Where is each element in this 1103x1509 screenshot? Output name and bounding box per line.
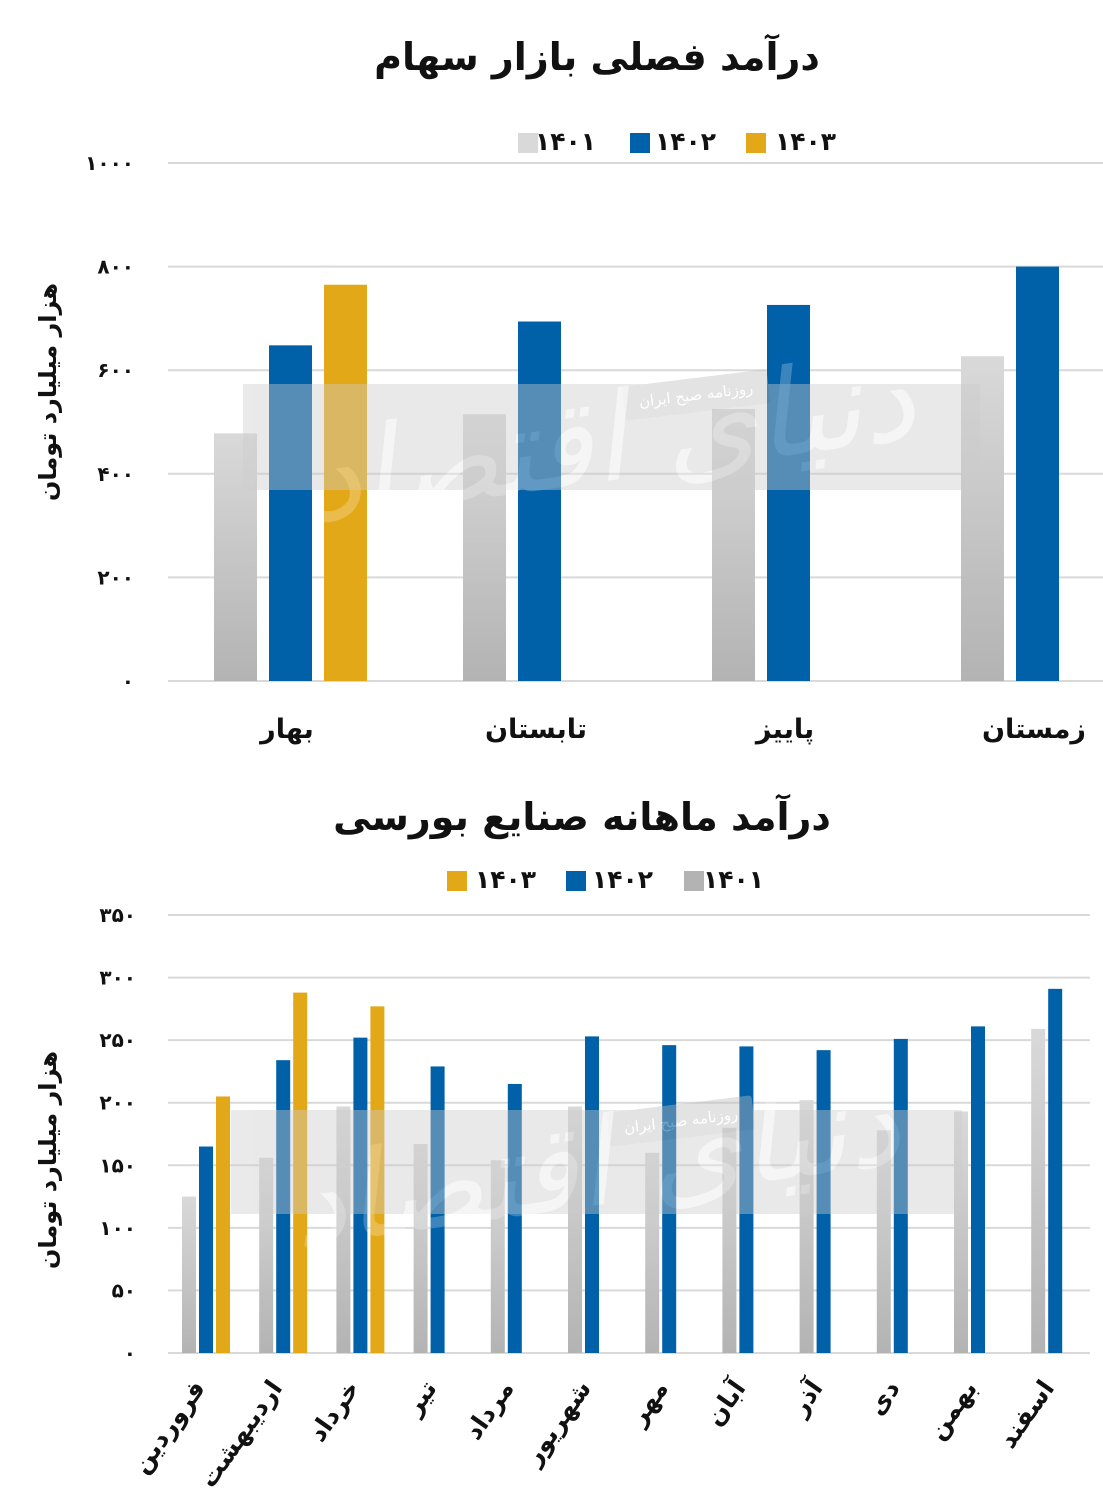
chart2-bars bbox=[182, 988, 1063, 1353]
chart2-y-tick-label: ۰ bbox=[124, 1341, 136, 1365]
chart2-category-label: مهر bbox=[622, 1375, 675, 1433]
watermark-band-bottom bbox=[231, 1110, 962, 1214]
chart2-legend-label-1403: ۱۴۰۳ bbox=[475, 865, 536, 894]
chart1-legend: ۱۴۰۱ ۱۴۰۲ ۱۴۰۳ bbox=[518, 127, 836, 156]
chart2-bar-1402 bbox=[1048, 988, 1063, 1353]
chart1-y-tick-label: ۰ bbox=[122, 669, 134, 693]
chart1-y-tick-label: ۴۰۰ bbox=[97, 462, 134, 486]
chart2-category-label: بهمن bbox=[922, 1375, 984, 1446]
chart1-bar-1402 bbox=[767, 304, 810, 681]
chart2-category-label: شهریور bbox=[517, 1375, 598, 1473]
chart2-category-label: خرداد bbox=[303, 1375, 366, 1448]
watermark-stamp-top bbox=[621, 369, 771, 421]
chart1-legend-label-1403: ۱۴۰۳ bbox=[775, 127, 836, 156]
chart2-bar-1402 bbox=[276, 1060, 291, 1353]
chart1-legend-label-1402: ۱۴۰۲ bbox=[655, 127, 716, 156]
chart1-bar-1402 bbox=[518, 321, 561, 681]
chart1-y-ticks: ۰ ۲۰۰ ۴۰۰ ۶۰۰ ۸۰۰ ۱۰۰۰ bbox=[85, 151, 134, 693]
chart2-bar-1401 bbox=[490, 1160, 505, 1353]
chart1-bar-1402 bbox=[1016, 266, 1059, 681]
chart1-bar-1401 bbox=[463, 414, 506, 681]
chart2-bar-1402 bbox=[971, 1026, 985, 1353]
chart2-legend-swatch-1403 bbox=[447, 871, 467, 891]
chart1-y-tick-label: ۸۰۰ bbox=[97, 255, 134, 279]
chart2-bar-1402 bbox=[893, 1038, 908, 1353]
chart2-bar-1403 bbox=[293, 992, 308, 1353]
chart2-bar-1401 bbox=[182, 1196, 196, 1353]
chart2-bar-1402 bbox=[353, 1037, 368, 1353]
chart2-bar-1402 bbox=[816, 1050, 831, 1353]
chart2-bar-1402 bbox=[585, 1036, 599, 1353]
chart2-bar-1401 bbox=[336, 1106, 351, 1353]
chart2-bar-1402 bbox=[662, 1045, 677, 1353]
chart2-bar-1401 bbox=[259, 1157, 274, 1353]
chart2-bar-1403 bbox=[370, 1006, 385, 1353]
chart2-bar-1401 bbox=[645, 1152, 660, 1353]
chart2-bar-1401 bbox=[799, 1100, 814, 1353]
chart2-legend-label-1401: ۱۴۰۱ bbox=[703, 865, 764, 894]
chart1-y-tick-label: ۱۰۰۰ bbox=[85, 151, 134, 175]
chart1-bar-1401 bbox=[214, 433, 257, 681]
chart2-category-label: فروردین bbox=[126, 1375, 212, 1480]
chart2-bar-1402 bbox=[507, 1083, 522, 1353]
watermark-stamp-bottom bbox=[606, 1095, 756, 1147]
chart1-bar-1401 bbox=[961, 356, 1004, 681]
chart1-category-label: تابستان bbox=[485, 714, 587, 745]
chart1-legend-label-1401: ۱۴۰۱ bbox=[535, 127, 596, 156]
chart1-x-categories: بهار تابستان پاییز زمستان bbox=[258, 714, 1086, 745]
chart1-bar-1402 bbox=[269, 345, 312, 681]
chart2-legend-label-1402: ۱۴۰۲ bbox=[592, 865, 653, 894]
chart1-bar-1403 bbox=[324, 284, 367, 681]
chart1-category-label: پاییز bbox=[754, 714, 814, 745]
chart2-bar-1401 bbox=[413, 1144, 428, 1353]
chart2-bar-1402 bbox=[430, 1066, 445, 1353]
chart2-category-label: آذر bbox=[782, 1373, 829, 1422]
chart2-category-label: تیر bbox=[397, 1375, 443, 1423]
chart2-category-label: اسفند bbox=[993, 1375, 1060, 1454]
chart2-category-label: آبان bbox=[699, 1373, 752, 1431]
chart1-bar-1401 bbox=[712, 409, 755, 681]
chart1-title: درآمد فصلی بازار سهام bbox=[374, 33, 820, 80]
chart2-category-label: مرداد bbox=[459, 1375, 521, 1446]
chart1-y-tick-label: ۶۰۰ bbox=[97, 358, 134, 382]
chart2-bar-1403 bbox=[216, 1096, 230, 1353]
chart2-bar-1401 bbox=[954, 1111, 968, 1353]
chart2-bar-1401 bbox=[568, 1106, 582, 1353]
chart1-category-label: زمستان bbox=[982, 714, 1086, 745]
watermark-band-top bbox=[243, 384, 980, 490]
chart1-legend-swatch-1401 bbox=[518, 133, 538, 153]
chart1-category-label: بهار bbox=[258, 714, 314, 745]
chart2-legend: ۱۴۰۳ ۱۴۰۲ ۱۴۰۱ bbox=[447, 865, 764, 894]
chart2-y-axis-label: هزار میلیارد تومان bbox=[34, 1051, 62, 1269]
chart2-legend-swatch-1402 bbox=[566, 871, 586, 891]
chart2-bar-1401 bbox=[722, 1127, 737, 1353]
chart1-bars bbox=[214, 266, 1059, 681]
chart2-title: درآمد ماهانه صنایع بورسی bbox=[333, 793, 831, 839]
chart2-legend-swatch-1401 bbox=[684, 871, 704, 891]
chart2-y-tick-label: ۲۰۰ bbox=[99, 1091, 136, 1115]
chart2-gridlines bbox=[168, 914, 1090, 1354]
chart1-legend-swatch-1402 bbox=[630, 133, 650, 153]
chart2-y-tick-label: ۱۰۰ bbox=[99, 1216, 136, 1240]
chart2-bar-1402 bbox=[739, 1046, 754, 1353]
chart2-y-tick-label: ۲۵۰ bbox=[99, 1028, 136, 1052]
chart2-y-tick-label: ۱۵۰ bbox=[99, 1153, 136, 1177]
chart2-bar-1402 bbox=[199, 1146, 213, 1353]
chart2-y-tick-label: ۵۰ bbox=[112, 1278, 136, 1302]
chart1-y-tick-label: ۲۰۰ bbox=[97, 565, 134, 589]
chart2-y-tick-label: ۳۵۰ bbox=[99, 903, 136, 927]
watermark-logo-top: دنیای اقتصاد bbox=[297, 328, 924, 551]
chart1-y-axis-label: هزار میلیارد تومان bbox=[34, 283, 62, 501]
chart1-legend-swatch-1403 bbox=[746, 133, 766, 153]
chart1-gridlines bbox=[168, 162, 1103, 682]
chart2-bar-1401 bbox=[1031, 1028, 1046, 1353]
chart2-category-label: دی bbox=[861, 1375, 905, 1421]
chart2-y-tick-label: ۳۰۰ bbox=[99, 966, 136, 990]
chart2-y-ticks: ۰ ۵۰ ۱۰۰ ۱۵۰ ۲۰۰ ۲۵۰ ۳۰۰ ۳۵۰ bbox=[99, 903, 136, 1365]
chart2-bar-1401 bbox=[876, 1130, 891, 1353]
